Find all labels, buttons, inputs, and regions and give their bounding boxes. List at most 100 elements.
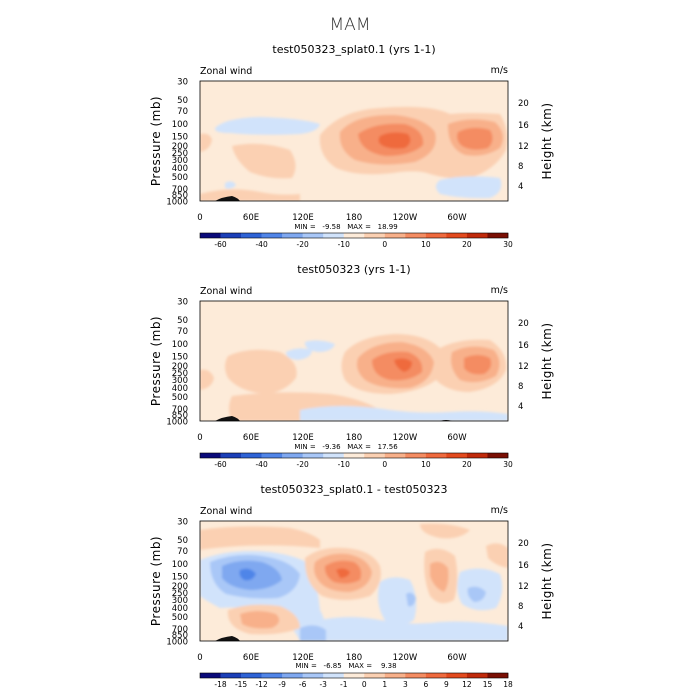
- colorbar-swatch: [323, 673, 345, 678]
- colorbar-frame: [199, 672, 509, 679]
- pressure-tick: 850: [172, 191, 188, 201]
- colorbar-swatch: [466, 673, 488, 678]
- lon-tick: 60W: [447, 433, 467, 443]
- colorbar-swatch: [302, 233, 324, 238]
- pressure-tick: 70: [177, 107, 188, 117]
- lon-tick: 60W: [447, 213, 467, 223]
- pressure-tick: 150: [172, 133, 188, 143]
- pressure-tick: 1000: [166, 638, 188, 648]
- units-label: m/s: [491, 505, 508, 516]
- pressure-tick: 300: [172, 596, 188, 606]
- colorbar-label: -60: [214, 240, 226, 249]
- height-tick: 20: [518, 319, 529, 329]
- contour-field: [200, 521, 508, 641]
- height-tick: 12: [518, 582, 529, 592]
- colorbar-swatch: [241, 673, 262, 678]
- height-tick: 8: [518, 382, 523, 392]
- plot-frame: [199, 300, 509, 422]
- height-tick: 20: [518, 539, 529, 549]
- colorbar-label: -40: [255, 240, 267, 249]
- colorbar-label: 12: [462, 680, 472, 689]
- colorbar-label: 6: [423, 680, 428, 689]
- field-label: Zonal wind: [200, 286, 252, 297]
- height-tick: 8: [518, 162, 523, 172]
- colorbar-swatch: [261, 453, 283, 458]
- colorbar-swatch: [446, 673, 468, 678]
- height-tick: 16: [518, 341, 529, 351]
- colorbar-swatch: [446, 233, 468, 238]
- colorbar: -18 -15 -12 -9 -6 -3 -1 0 1 3 6 9 12 15 18: [199, 672, 513, 689]
- colorbar-swatch: [384, 453, 406, 458]
- pressure-tick: 200: [172, 142, 188, 152]
- height-tick: 4: [518, 402, 523, 412]
- y2-axis-label: Height (km): [540, 543, 554, 620]
- colorbar-swatch: [282, 673, 303, 678]
- contour-field: [200, 81, 508, 201]
- colorbar-label: 20: [462, 460, 472, 469]
- pressure-tick: 200: [172, 582, 188, 592]
- pressure-tick: 300: [172, 376, 188, 386]
- lon-tick: 60E: [243, 433, 259, 443]
- pressure-tick: 30: [177, 298, 188, 308]
- colorbar-swatch: [282, 453, 303, 458]
- colorbar-swatch: [364, 453, 386, 458]
- colorbar-swatch: [405, 673, 427, 678]
- pressure-tick: 70: [177, 547, 188, 557]
- pressure-tick: 400: [172, 604, 188, 614]
- colorbar-swatch: [241, 453, 262, 458]
- lon-tick: 120E: [292, 213, 314, 223]
- height-tick: 16: [518, 561, 529, 571]
- pressure-tick: 850: [172, 631, 188, 641]
- colorbar-swatch: [487, 233, 509, 238]
- lon-tick: 120W: [393, 213, 418, 223]
- colorbar-label: 10: [421, 240, 431, 249]
- colorbar-swatch: [343, 233, 365, 238]
- lon-tick: 60E: [243, 213, 259, 223]
- colorbar-label: -18: [214, 680, 226, 689]
- colorbar-swatch: [425, 673, 447, 678]
- colorbar-label: 1: [382, 680, 387, 689]
- pressure-tick: 850: [172, 411, 188, 421]
- colorbar-swatch: [343, 673, 365, 678]
- height-tick: 12: [518, 142, 529, 152]
- colorbar-swatch: [425, 453, 447, 458]
- colorbar-label: 20: [462, 240, 472, 249]
- colorbar-swatch: [323, 453, 345, 458]
- colorbar-swatch: [405, 233, 427, 238]
- colorbar-label: 10: [421, 460, 431, 469]
- colorbar-swatch: [364, 673, 386, 678]
- y-axis-label: Pressure (mb): [149, 316, 163, 406]
- colorbar-swatch: [200, 453, 221, 458]
- lon-tick: 180: [346, 433, 362, 443]
- colorbar-swatch: [302, 453, 324, 458]
- colorbar: -60 -40 -20 -10 0 10 20 30: [199, 452, 513, 469]
- contour-field: [200, 301, 508, 421]
- plot-frame: [199, 80, 509, 202]
- pressure-tick: 700: [172, 185, 188, 195]
- pressure-tick: 30: [177, 518, 188, 528]
- colorbar-swatch: [384, 233, 406, 238]
- colorbar-label: 30: [503, 240, 513, 249]
- lon-tick: 120W: [393, 653, 418, 663]
- colorbar-swatch: [425, 233, 447, 238]
- colorbar-label: -10: [338, 240, 350, 249]
- colorbar-label: -20: [297, 460, 309, 469]
- colorbar-swatch: [343, 453, 365, 458]
- pressure-tick: 500: [172, 613, 188, 623]
- lon-tick: 180: [346, 213, 362, 223]
- panel-title: test050323_splat0.1 (yrs 1-1): [272, 43, 435, 56]
- pressure-tick: 1000: [166, 198, 188, 208]
- colorbar-label: 0: [382, 460, 387, 469]
- colorbar-label: 3: [403, 680, 408, 689]
- colorbar-label: -40: [255, 460, 267, 469]
- colorbar-label: -3: [319, 680, 327, 689]
- colorbar-swatch: [302, 673, 324, 678]
- pressure-tick: 100: [172, 120, 188, 130]
- pressure-tick: 400: [172, 384, 188, 394]
- colorbar-label: 9: [444, 680, 449, 689]
- pressure-tick: 250: [172, 589, 188, 599]
- colorbar-swatch: [487, 453, 509, 458]
- y2-axis-label: Height (km): [540, 103, 554, 180]
- pressure-tick: 50: [177, 536, 188, 546]
- panel-1: test050323_splat0.1 (yrs 1-1) Zonal wind…: [149, 43, 554, 249]
